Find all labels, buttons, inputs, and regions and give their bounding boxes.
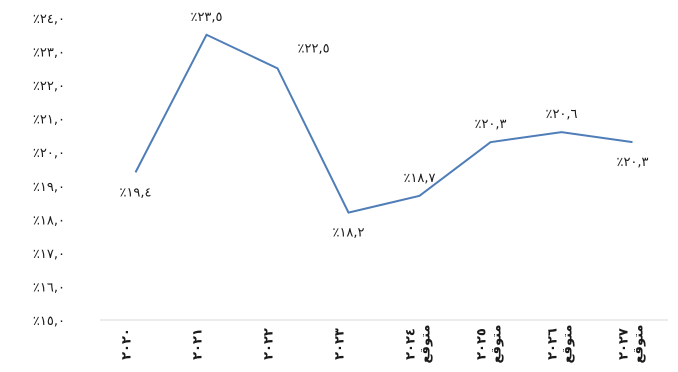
y-tick-label: ٪١٦,٠	[33, 280, 65, 295]
y-tick-label: ٪١٧,٠	[33, 247, 65, 262]
x-tick-label: ٢٠٢٣	[333, 328, 348, 360]
y-tick-label: ٪٢٣,٠	[33, 46, 65, 61]
y-tick-label: ٪٢٢,٠	[33, 79, 65, 94]
data-label: ٪١٨,٢	[332, 226, 364, 241]
data-label: ٪١٨,٧	[403, 171, 435, 186]
y-tick-label: ٪١٥,٠	[33, 314, 65, 329]
data-label: ٪٢٠,٣	[474, 117, 506, 132]
x-tick-note: متوقع	[490, 325, 505, 364]
y-tick-label: ٪٢١,٠	[33, 113, 65, 128]
data-label: ٪٢٢,٥	[298, 41, 330, 56]
x-tick-note: متوقع	[632, 325, 647, 364]
x-tick-label: ٢٠٢٧	[617, 328, 632, 360]
x-tick-label: ٢٠٢٠	[120, 328, 135, 360]
x-tick-label: ٢٠٢١	[191, 328, 206, 360]
x-tick-note: متوقع	[419, 325, 434, 364]
y-axis: ٪١٥,٠ ٪١٦,٠ ٪١٧,٠ ٪١٨,٠ ٪١٩,٠ ٪٢٠,٠ ٪٢١,٠ ٪٢٢,٠…	[33, 12, 65, 329]
y-tick-label: ٪١٨,٠	[33, 213, 65, 228]
x-tick-label: ٢٠٢٦	[546, 328, 561, 360]
x-tick-label: ٢٠٢٤	[404, 328, 419, 360]
series-line	[134, 33, 633, 214]
y-tick-label: ٪١٩,٠	[33, 180, 65, 195]
data-label: ٪٢٠,٣	[616, 155, 648, 170]
y-tick-label: ٪٢٤,٠	[33, 12, 65, 27]
data-label: ٪٢٠,٦	[545, 107, 577, 122]
data-label: ٪٢٣,٥	[190, 10, 222, 25]
x-axis: ٢٠٢٠ ٢٠٢١ ٢٠٢٢ ٢٠٢٣ ٢٠٢٤ متوقع ٢٠٢٥ متوقع ٢٠٢٦ مت…	[120, 325, 647, 364]
data-labels: ٪١٩,٤ ٪٢٣,٥ ٪٢٢,٥ ٪١٨,٢ ٪١٨,٧ ٪٢٠,٣ ٪٢٠,٦ ٪٢٠,٣	[119, 10, 648, 241]
x-tick-label: ٢٠٢٢	[262, 328, 277, 360]
x-tick-note: متوقع	[561, 325, 576, 364]
y-tick-label: ٪٢٠,٠	[33, 146, 65, 161]
data-label: ٪١٩,٤	[119, 185, 151, 200]
x-tick-label: ٢٠٢٥	[475, 328, 490, 360]
